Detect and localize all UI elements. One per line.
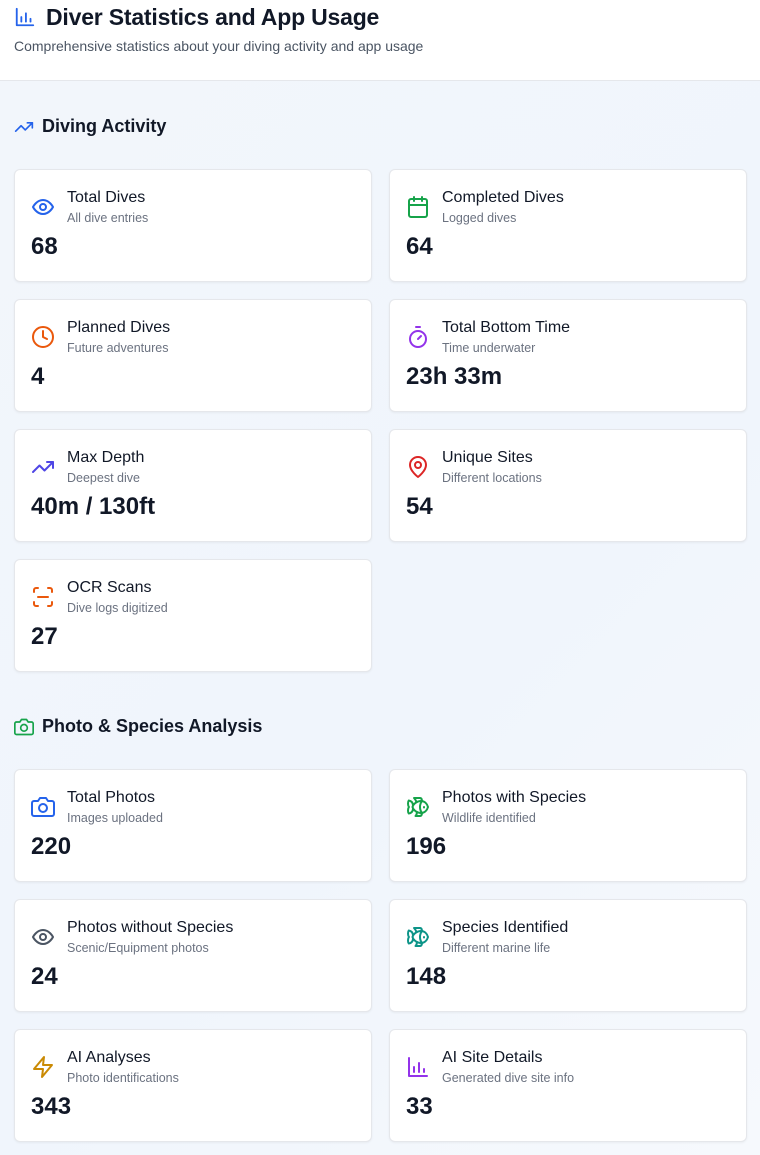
stat-card-value: 148 [406, 963, 447, 990]
eye-icon [31, 925, 55, 949]
stat-card-total-dives: Total Dives All dive entries 68 [14, 169, 372, 282]
stat-card-title: Total Dives [67, 189, 146, 206]
stat-card-photos-with-species: Photos with Species Wildlife identified … [389, 769, 747, 882]
stat-card-total-photos: Total Photos Images uploaded 220 [14, 769, 372, 882]
stat-card-title: Total Photos [67, 789, 156, 806]
stat-card-value: 343 [31, 1093, 72, 1120]
section-diving-activity-heading: Diving Activity [14, 116, 166, 137]
stat-card-unique-sites: Unique Sites Different locations 54 [389, 429, 747, 542]
camera-icon [14, 717, 34, 737]
stat-card-title: Total Bottom Time [442, 319, 571, 336]
stat-card-species-identified: Species Identified Different marine life… [389, 899, 747, 1012]
stat-card-title: Photos with Species [442, 789, 587, 806]
stat-card-title: Planned Dives [67, 319, 171, 336]
stat-card-desc: Dive logs digitized [67, 601, 168, 615]
zap-icon [31, 1055, 55, 1079]
stat-card-value: 54 [406, 493, 433, 520]
stat-card-desc: Time underwater [442, 341, 536, 355]
stat-card-title: Completed Dives [442, 189, 564, 206]
stat-card-desc: Future adventures [67, 341, 169, 355]
calendar-icon [406, 195, 430, 219]
stat-card-value: 196 [406, 833, 447, 860]
map-pin-icon [406, 455, 430, 479]
stat-card-planned-dives: Planned Dives Future adventures 4 [14, 299, 372, 412]
stat-card-title: Species Identified [442, 919, 569, 936]
stat-card-desc: Different marine life [442, 941, 551, 955]
fish-icon [406, 925, 430, 949]
stat-card-ocr-scans: OCR Scans Dive logs digitized 27 [14, 559, 372, 672]
section-title: Photo & Species Analysis [42, 716, 263, 736]
stat-card-photos-without-species: Photos without Species Scenic/Equipment … [14, 899, 372, 1012]
stat-card-value: 33 [406, 1093, 433, 1120]
scan-icon [31, 585, 55, 609]
stat-card-title: Photos without Species [67, 919, 234, 936]
stat-card-desc: Scenic/Equipment photos [67, 941, 209, 955]
page-header: Diver Statistics and App Usage Comprehen… [0, 0, 760, 81]
stat-card-desc: Images uploaded [67, 811, 163, 825]
bar-chart-icon [406, 1055, 430, 1079]
stat-card-ai-analyses: AI Analyses Photo identifications 343 [14, 1029, 372, 1142]
stat-card-desc: Wildlife identified [442, 811, 536, 825]
fish-icon [406, 795, 430, 819]
stat-card-max-depth: Max Depth Deepest dive 40m / 130ft [14, 429, 372, 542]
stat-card-value: 64 [406, 233, 433, 260]
page-title: Diver Statistics and App Usage [46, 3, 380, 30]
stat-card-title: AI Site Details [442, 1049, 543, 1066]
stat-card-desc: Deepest dive [67, 471, 140, 485]
stat-card-desc: Photo identifications [67, 1071, 179, 1085]
stat-card-value: 220 [31, 833, 72, 860]
eye-icon [31, 195, 55, 219]
stat-card-value: 24 [31, 963, 58, 990]
stat-card-desc: All dive entries [67, 211, 149, 225]
clock-icon [31, 325, 55, 349]
section-photo-species-heading: Photo & Species Analysis [14, 716, 262, 737]
camera-icon [31, 795, 55, 819]
stat-card-total-bottom-time: Total Bottom Time Time underwater 23h 33… [389, 299, 747, 412]
stat-card-value: 23h 33m [406, 363, 503, 390]
stat-card-title: AI Analyses [67, 1049, 151, 1066]
stat-card-title: Max Depth [67, 449, 145, 466]
section-title: Diving Activity [42, 116, 167, 136]
stat-card-desc: Logged dives [442, 211, 517, 225]
stat-card-desc: Different locations [442, 471, 542, 485]
timer-icon [406, 325, 430, 349]
stat-card-desc: Generated dive site info [442, 1071, 575, 1085]
stat-card-title: OCR Scans [67, 579, 152, 596]
stat-card-value: 4 [31, 363, 45, 390]
stat-card-value: 27 [31, 623, 58, 650]
trending-up-icon [14, 117, 34, 137]
stat-card-value: 40m / 130ft [31, 493, 156, 520]
trending-up-icon [31, 455, 55, 479]
page-title-row: Diver Statistics and App Usage [14, 2, 379, 32]
stat-card-completed-dives: Completed Dives Logged dives 64 [389, 169, 747, 282]
stat-card-ai-site-details: AI Site Details Generated dive site info… [389, 1029, 747, 1142]
stat-card-title: Unique Sites [442, 449, 533, 466]
stat-card-value: 68 [31, 233, 58, 260]
bar-chart-icon [14, 6, 36, 28]
page-subtitle: Comprehensive statistics about your divi… [14, 38, 424, 54]
